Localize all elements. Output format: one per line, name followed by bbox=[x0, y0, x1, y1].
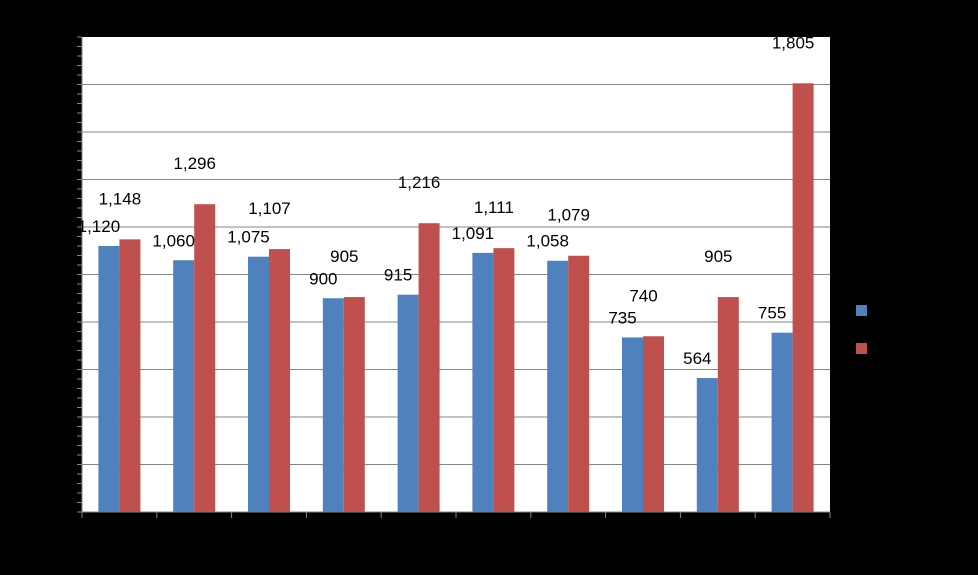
data-label: 1,075 bbox=[227, 228, 270, 247]
bar bbox=[98, 246, 120, 512]
data-label: 900 bbox=[309, 269, 337, 288]
bar bbox=[771, 332, 793, 512]
data-label: 740 bbox=[629, 286, 657, 305]
bar bbox=[547, 260, 569, 512]
y-axis-ticks bbox=[77, 36, 82, 513]
bar bbox=[119, 239, 141, 512]
data-label: 1,216 bbox=[398, 173, 441, 192]
bar bbox=[472, 252, 494, 512]
bar bbox=[493, 248, 515, 512]
legend-marker bbox=[856, 305, 867, 316]
data-label: 915 bbox=[384, 266, 412, 285]
data-label: 1,805 bbox=[772, 33, 815, 52]
bar bbox=[792, 83, 814, 512]
data-label: 1,107 bbox=[248, 199, 291, 218]
bar bbox=[717, 297, 739, 512]
bar bbox=[397, 294, 419, 512]
data-label: 1,060 bbox=[152, 231, 195, 250]
data-label: 1,148 bbox=[99, 189, 142, 208]
bar bbox=[696, 378, 718, 512]
legend bbox=[856, 305, 867, 354]
x-axis-ticks bbox=[81, 512, 831, 518]
data-label: 905 bbox=[704, 247, 732, 266]
data-label: 1,296 bbox=[173, 154, 216, 173]
bar bbox=[343, 297, 365, 512]
bar bbox=[248, 256, 269, 512]
bar bbox=[322, 298, 344, 512]
bars bbox=[98, 83, 814, 513]
data-label: 905 bbox=[330, 247, 358, 266]
data-label: 1,079 bbox=[547, 206, 590, 225]
bar bbox=[643, 336, 664, 512]
legend-marker bbox=[856, 343, 867, 354]
bar bbox=[622, 337, 643, 512]
bar bbox=[173, 260, 195, 512]
data-label: 1,120 bbox=[78, 217, 121, 236]
data-labels: 1,120 1,060 1,075 900 915 1,091 1,058 735 564 755… bbox=[78, 33, 815, 368]
bar bbox=[269, 249, 290, 512]
bar bbox=[418, 223, 440, 512]
bar bbox=[194, 204, 216, 512]
data-label: 1,058 bbox=[526, 232, 569, 251]
data-label: 735 bbox=[608, 308, 636, 327]
data-label: 755 bbox=[758, 304, 786, 323]
data-label: 1,111 bbox=[474, 198, 514, 217]
data-label: 1,091 bbox=[452, 224, 495, 243]
data-label: 564 bbox=[683, 349, 711, 368]
bar bbox=[568, 255, 590, 513]
